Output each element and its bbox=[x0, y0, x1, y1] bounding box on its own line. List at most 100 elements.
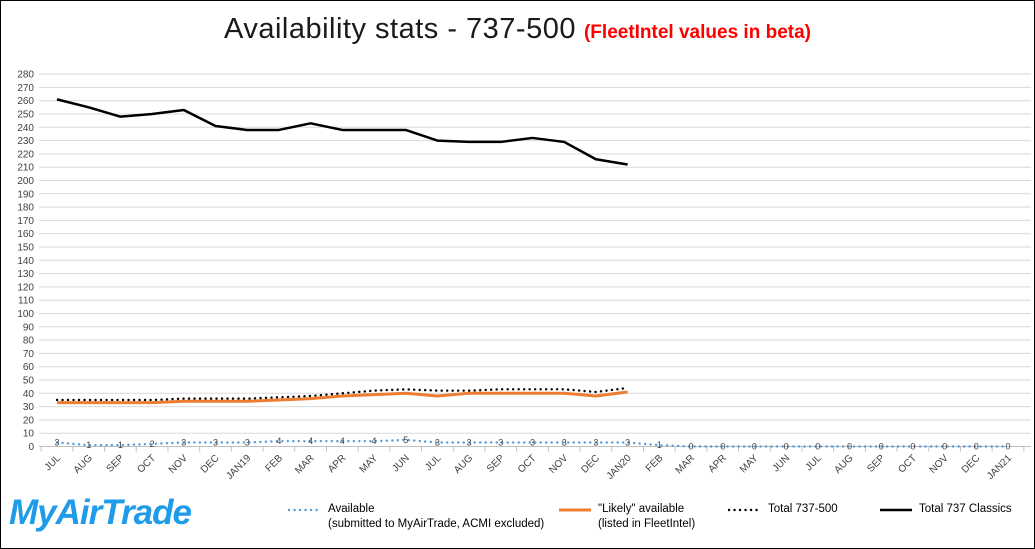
series-line-0 bbox=[55, 438, 1010, 448]
data-label: 0 bbox=[720, 442, 725, 452]
x-axis-label: MAR bbox=[293, 453, 317, 477]
data-label: 0 bbox=[752, 442, 757, 452]
x-axis-label: FEB bbox=[263, 453, 285, 475]
x-axis-label: DEC bbox=[960, 453, 983, 476]
x-axis-label: MAY bbox=[738, 453, 761, 476]
data-label: 3 bbox=[530, 438, 535, 448]
y-axis-label: 10 bbox=[23, 429, 35, 440]
data-label: 1 bbox=[657, 440, 662, 450]
x-axis-label: JAN20 bbox=[605, 453, 634, 482]
y-axis-label: 80 bbox=[23, 336, 35, 347]
y-axis-label: 140 bbox=[17, 256, 34, 267]
data-label: 4 bbox=[371, 436, 376, 446]
x-axis-label: SEP bbox=[105, 453, 127, 475]
y-axis-label: 130 bbox=[17, 269, 34, 280]
data-label: 3 bbox=[498, 438, 503, 448]
legend-entry-0: Available (submitted to MyAirTrade, ACMI … bbox=[288, 502, 544, 532]
y-axis-label: 280 bbox=[17, 70, 34, 81]
y-axis-label: 260 bbox=[17, 96, 34, 107]
data-label: 3 bbox=[213, 438, 218, 448]
y-axis-label: 250 bbox=[17, 110, 34, 121]
data-label: 2 bbox=[150, 439, 155, 449]
x-axis-label: DEC bbox=[579, 453, 602, 476]
x-axis-label: JUN bbox=[771, 453, 793, 475]
data-label: 3 bbox=[593, 438, 598, 448]
data-label: 3 bbox=[181, 438, 186, 448]
x-axis-label: NOV bbox=[167, 453, 190, 476]
x-axis-label: FEB bbox=[644, 453, 666, 475]
legend-label: Total 737-500 bbox=[768, 503, 838, 515]
legend-entry-3: Total 737 Classics bbox=[879, 502, 1012, 517]
x-axis-label: APR bbox=[326, 453, 348, 475]
data-label: 4 bbox=[340, 436, 345, 446]
y-axis-label: 230 bbox=[17, 136, 34, 147]
x-axis-label: NOV bbox=[928, 453, 951, 476]
legend-swatch-solid-line-icon bbox=[880, 508, 912, 512]
y-axis-label: 200 bbox=[17, 176, 34, 187]
y-axis-label: 110 bbox=[18, 296, 34, 307]
x-axis-label: SEP bbox=[485, 453, 507, 475]
x-axis-label: JUL bbox=[423, 453, 444, 474]
y-axis-label: 60 bbox=[23, 362, 35, 373]
chart-title: Availability stats - 737-500 (FleetIntel … bbox=[1, 13, 1034, 46]
x-axis-label: JAN21 bbox=[985, 453, 1014, 482]
legend-swatch-dotted-line-icon bbox=[288, 508, 322, 512]
x-axis-label: NOV bbox=[547, 453, 570, 476]
y-axis-label: 210 bbox=[17, 163, 34, 174]
legend-label: Total 737 Classics bbox=[919, 503, 1012, 515]
x-axis-label: JUN bbox=[390, 453, 412, 475]
data-label: 0 bbox=[974, 442, 979, 452]
y-axis-label: 240 bbox=[17, 123, 34, 134]
y-axis-label: 270 bbox=[17, 83, 34, 94]
y-axis-label: 70 bbox=[23, 349, 35, 360]
y-axis-label: 180 bbox=[17, 203, 34, 214]
y-axis-label: 90 bbox=[23, 322, 35, 333]
data-label: 0 bbox=[942, 442, 947, 452]
myairtrade-logo: MyAirTrade bbox=[9, 493, 192, 532]
legend-swatch-solid-line-icon bbox=[559, 508, 591, 512]
legend-swatch-dotted-line-icon bbox=[728, 508, 762, 512]
data-label: 3 bbox=[435, 438, 440, 448]
x-axis-label: JAN19 bbox=[224, 453, 253, 482]
x-axis-label: JUL bbox=[43, 453, 64, 474]
y-axis-label: 120 bbox=[17, 282, 34, 293]
data-label: 0 bbox=[1005, 442, 1010, 452]
legend-entry-1: "Likely" available (listed in FleetIntel) bbox=[558, 502, 695, 532]
y-axis-label: 160 bbox=[17, 229, 34, 240]
data-label: 3 bbox=[54, 438, 59, 448]
series-line-3 bbox=[56, 98, 628, 166]
data-label: 0 bbox=[784, 442, 789, 452]
data-label: 0 bbox=[879, 442, 884, 452]
y-axis-label: 170 bbox=[17, 216, 34, 227]
series-line-1 bbox=[57, 390, 628, 405]
x-axis-label: MAR bbox=[674, 453, 698, 477]
data-label: 1 bbox=[118, 440, 123, 450]
data-label: 5 bbox=[403, 435, 408, 445]
data-label: 4 bbox=[276, 436, 281, 446]
y-axis-label: 150 bbox=[17, 243, 34, 254]
x-axis-label: OCT bbox=[516, 453, 539, 476]
y-axis-label: 40 bbox=[23, 389, 35, 400]
chart-title-beta-note: (FleetIntel values in beta) bbox=[583, 22, 811, 43]
y-axis-label: 100 bbox=[17, 309, 34, 320]
y-axis-label: 30 bbox=[23, 402, 35, 413]
x-axis-label: AUG bbox=[833, 453, 856, 476]
x-axis-label: AUG bbox=[72, 453, 95, 476]
y-axis-label: 190 bbox=[17, 189, 34, 200]
x-axis-label: OCT bbox=[136, 453, 159, 476]
data-label: 0 bbox=[847, 442, 852, 452]
x-axis-label: JUL bbox=[804, 453, 825, 474]
y-axis-label: 0 bbox=[28, 442, 34, 453]
x-axis-label: DEC bbox=[199, 453, 222, 476]
availability-line-chart: 0102030405060708090100110120130140150160… bbox=[17, 70, 1031, 482]
data-label: 0 bbox=[688, 442, 693, 452]
x-axis-label: OCT bbox=[896, 453, 919, 476]
data-label: 3 bbox=[625, 438, 630, 448]
data-label: 1 bbox=[86, 440, 91, 450]
y-axis-label: 20 bbox=[23, 415, 35, 426]
legend-sublabel: (listed in FleetIntel) bbox=[598, 518, 696, 530]
series-line-2 bbox=[55, 386, 629, 402]
data-label: 3 bbox=[562, 438, 567, 448]
chart-title-main: Availability stats - 737-500 bbox=[224, 13, 576, 45]
